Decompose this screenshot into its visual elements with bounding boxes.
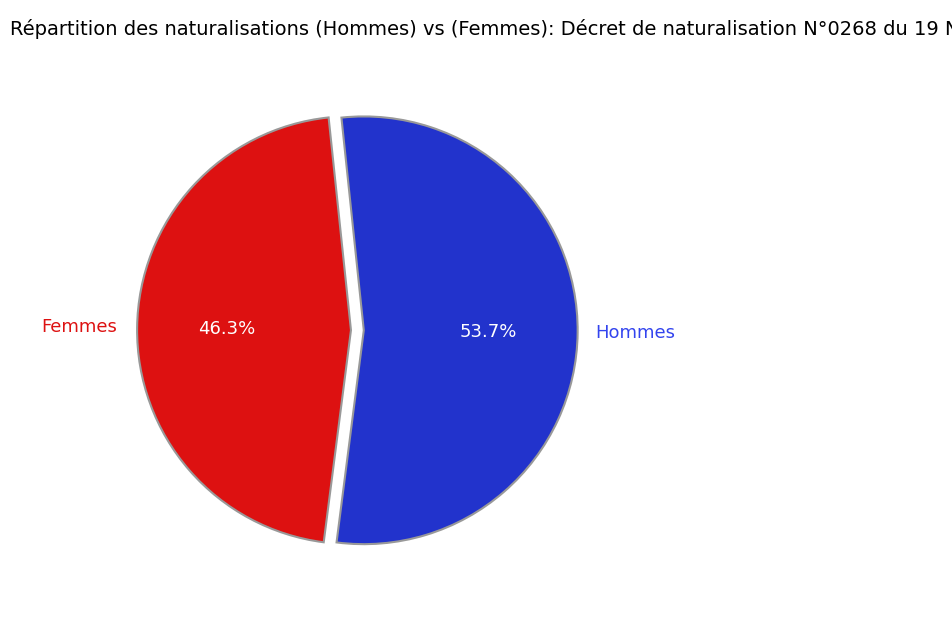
Text: Hommes: Hommes (595, 325, 675, 342)
Wedge shape (137, 118, 350, 542)
Wedge shape (336, 116, 577, 544)
Text: Répartition des naturalisations (Hommes) vs (Femmes): Décret de naturalisation N: Répartition des naturalisations (Hommes)… (10, 19, 952, 39)
Text: 46.3%: 46.3% (198, 320, 255, 338)
Text: 53.7%: 53.7% (459, 323, 516, 341)
Text: Femmes: Femmes (41, 318, 117, 336)
